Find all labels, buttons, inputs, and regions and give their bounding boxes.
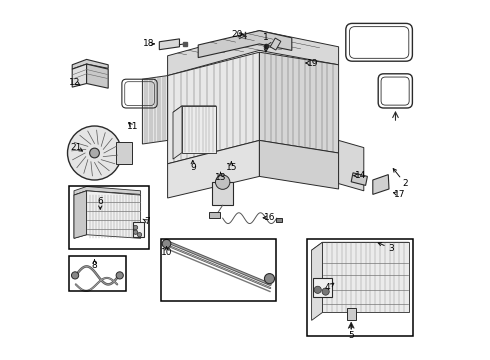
Circle shape — [68, 126, 122, 180]
Bar — [69, 186, 149, 249]
Bar — [69, 256, 126, 291]
Bar — [133, 222, 144, 237]
Text: 9: 9 — [190, 163, 196, 172]
Text: 6: 6 — [98, 197, 103, 206]
Bar — [313, 278, 333, 297]
Text: 16: 16 — [264, 213, 275, 222]
Text: 10: 10 — [161, 248, 172, 257]
Text: 18: 18 — [143, 40, 154, 49]
Text: 13: 13 — [215, 173, 226, 181]
Text: 19: 19 — [307, 58, 318, 68]
Polygon shape — [72, 64, 87, 87]
Polygon shape — [87, 191, 141, 238]
Polygon shape — [373, 175, 389, 194]
Text: 5: 5 — [348, 331, 354, 340]
Text: 14: 14 — [354, 171, 366, 180]
Bar — [162, 239, 276, 301]
Polygon shape — [339, 140, 364, 191]
Polygon shape — [182, 106, 216, 153]
Circle shape — [90, 148, 99, 158]
Bar — [307, 239, 413, 336]
Polygon shape — [168, 31, 339, 76]
Circle shape — [133, 230, 138, 234]
Polygon shape — [312, 242, 409, 250]
Polygon shape — [87, 64, 108, 88]
Bar — [209, 212, 220, 218]
Text: 8: 8 — [92, 261, 98, 270]
Polygon shape — [212, 182, 233, 205]
Text: 4: 4 — [325, 284, 331, 292]
Circle shape — [162, 239, 171, 248]
Text: 2: 2 — [402, 179, 408, 188]
Bar — [270, 38, 281, 50]
Text: 3: 3 — [388, 244, 393, 253]
Polygon shape — [312, 242, 322, 320]
Polygon shape — [159, 39, 179, 50]
Polygon shape — [116, 142, 132, 164]
Circle shape — [314, 286, 321, 293]
Circle shape — [137, 233, 142, 237]
Polygon shape — [72, 59, 108, 69]
Circle shape — [133, 225, 138, 230]
Text: 17: 17 — [394, 190, 406, 199]
Text: 15: 15 — [225, 163, 237, 172]
Circle shape — [265, 274, 274, 284]
Polygon shape — [198, 31, 292, 58]
Polygon shape — [347, 308, 356, 320]
Circle shape — [116, 272, 123, 279]
Text: 7: 7 — [144, 217, 150, 226]
Polygon shape — [74, 186, 141, 195]
Text: 1: 1 — [263, 33, 269, 42]
Text: 21: 21 — [71, 143, 82, 152]
Text: 11: 11 — [127, 122, 139, 131]
Polygon shape — [259, 52, 339, 153]
Polygon shape — [351, 173, 368, 185]
Circle shape — [216, 175, 230, 189]
Circle shape — [72, 272, 79, 279]
Polygon shape — [74, 191, 87, 238]
Polygon shape — [143, 76, 168, 144]
Polygon shape — [322, 242, 409, 312]
Text: 20: 20 — [231, 30, 243, 39]
Polygon shape — [168, 52, 259, 164]
Polygon shape — [259, 140, 339, 189]
Text: 12: 12 — [70, 77, 81, 86]
Polygon shape — [74, 191, 87, 238]
Circle shape — [322, 288, 329, 295]
Bar — [276, 218, 282, 222]
Polygon shape — [168, 140, 259, 198]
Polygon shape — [173, 106, 182, 159]
Polygon shape — [173, 106, 216, 112]
